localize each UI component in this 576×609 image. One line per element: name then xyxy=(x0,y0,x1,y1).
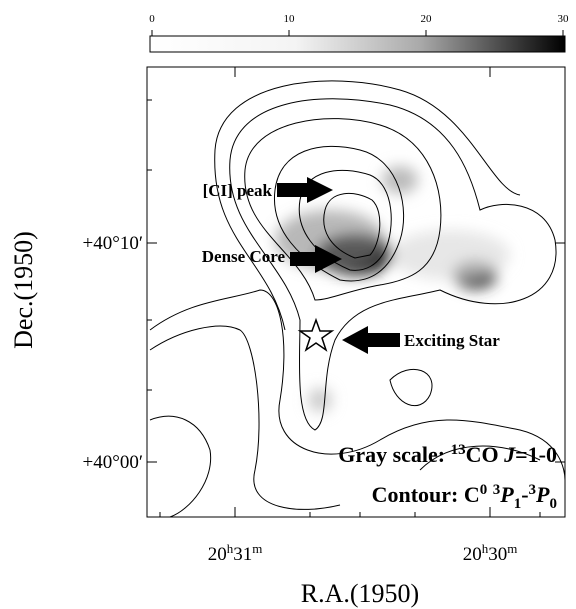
text-part: 20 xyxy=(208,544,227,565)
text-part: 13 xyxy=(451,442,466,458)
text-part: =1-0 xyxy=(515,442,557,467)
text-part: P xyxy=(499,482,514,507)
star-marker xyxy=(300,320,332,350)
colorbar-tick-label: 10 xyxy=(284,13,296,25)
text-part: P xyxy=(535,482,550,507)
x-tick-label: 20h31m xyxy=(208,541,263,565)
legend-contour: Contour: C0 3P1-3P0 xyxy=(372,482,557,512)
annotation: Dense Core xyxy=(202,247,286,266)
colorbar: 0 10 20 30 xyxy=(149,13,569,52)
colorbar-gradient xyxy=(150,36,565,52)
legend-gray: Gray scale: 13CO J=1-0 xyxy=(338,442,557,467)
text-part: m xyxy=(507,541,517,556)
text-part: Gray scale: xyxy=(338,442,450,467)
text-part: 30 xyxy=(488,544,507,565)
y-axis-label: Dec.(1950) xyxy=(9,231,38,349)
text-part: Contour: C xyxy=(372,482,480,507)
text-part: 3 xyxy=(493,482,501,498)
text-part: 3 xyxy=(529,482,537,498)
text-part: CO xyxy=(466,442,505,467)
x-axis-label: R.A.(1950) xyxy=(301,579,419,608)
annotation: [CI] peak xyxy=(203,181,273,200)
text-part: 20 xyxy=(463,544,482,565)
figure: 0102030 xyxy=(0,0,576,609)
colorbar-tick-label: 30 xyxy=(558,13,570,25)
text-part: - xyxy=(521,482,528,507)
annotation: Exciting Star xyxy=(404,331,500,350)
text-part: 1 xyxy=(514,496,522,512)
text-part: 0 xyxy=(480,482,488,498)
arrow xyxy=(277,177,333,203)
text-part: m xyxy=(252,541,262,556)
arrow xyxy=(342,326,400,354)
text-part: 31 xyxy=(233,544,252,565)
colorbar-tick-label: 0 xyxy=(149,13,155,25)
y-tick-label: +40°00′ xyxy=(83,452,143,473)
colorbar-tick-label: 20 xyxy=(421,13,433,25)
x-tick-label: 20h30m xyxy=(463,541,518,565)
text-part: 0 xyxy=(550,496,558,512)
y-tick-label: +40°10′ xyxy=(83,233,143,254)
